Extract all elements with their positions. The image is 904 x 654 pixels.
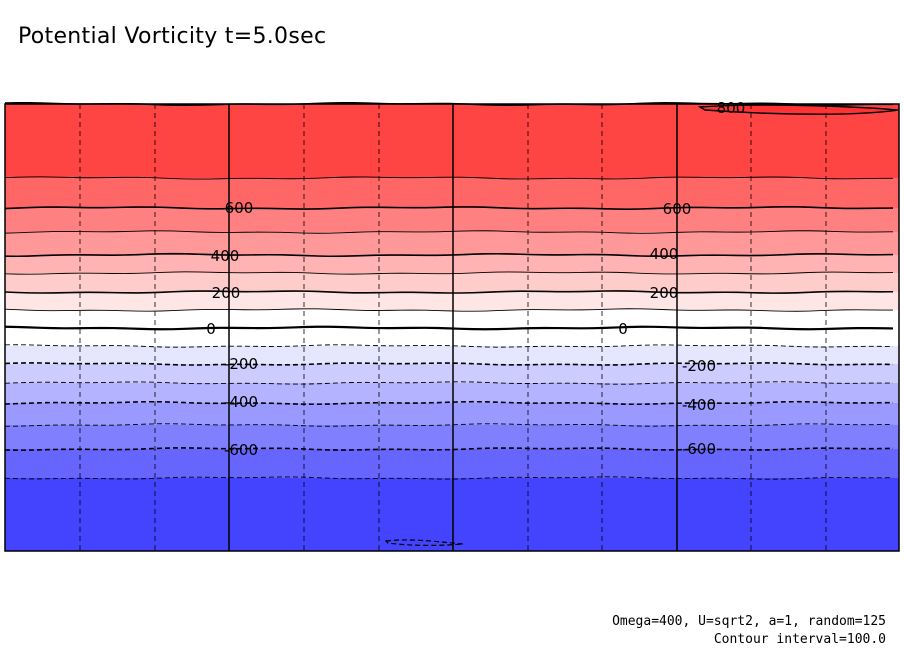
contour-label: -600	[682, 440, 716, 458]
contour-label: 200	[212, 284, 241, 302]
contour-line--300	[4, 381, 894, 385]
fill-band-300-to-400	[5, 255, 899, 273]
fill-band-100-to-200	[5, 292, 899, 310]
fill-band--800-to--700	[5, 478, 899, 551]
fill-band--200-to--100	[5, 346, 899, 364]
contour-line-300	[4, 271, 894, 275]
contour-label: -200	[682, 357, 716, 375]
contour-line-0	[4, 325, 894, 331]
fill-band-400-to-500	[5, 232, 899, 255]
contour-label: 600	[225, 199, 254, 217]
fill-band-700-to-800	[5, 104, 899, 178]
fill-band-200-to-300	[5, 273, 899, 292]
contour-line-600	[4, 205, 894, 210]
fill-band--600-to--500	[5, 425, 899, 449]
fill-band--100-to-0	[5, 328, 899, 346]
contour-line--500	[4, 423, 894, 427]
contour-label: -200	[224, 355, 258, 373]
contour-interval-footnote: Contour interval=100.0	[713, 632, 886, 647]
contour-line-200	[4, 290, 894, 294]
contour-line-700	[4, 176, 894, 180]
fill-band-0-to-100	[5, 310, 899, 328]
contour-labels: 800 600 600 400 400 200 200 0 0 -200 -200 -400 -400 -…	[206, 99, 746, 459]
contour-label: 0	[206, 320, 216, 338]
chart-title: Potential Vorticity t=5.0sec	[18, 24, 327, 49]
fill-band--500-to--400	[5, 403, 899, 425]
contour-line-400	[4, 252, 894, 258]
fill-band--700-to--600	[5, 449, 899, 478]
contour-label: -400	[224, 393, 258, 411]
fill-band-600-to-700	[5, 178, 899, 208]
contour-label: 400	[211, 247, 240, 265]
fill-band--300-to--200	[5, 364, 899, 383]
contour-feature-800	[697, 104, 899, 115]
contour-label: 0	[618, 320, 628, 338]
plot-frame	[4, 103, 900, 552]
fill-band-500-to-600	[5, 208, 899, 232]
contour-line--100	[4, 344, 894, 348]
contour-label: 800	[717, 99, 746, 117]
contour-line-500	[4, 230, 894, 234]
parameters-footnote: Omega=400, U=sqrt2, a=1, random=125	[612, 614, 886, 629]
contour-lines	[4, 101, 899, 546]
contour-line-100	[4, 308, 894, 312]
contour-line--400	[4, 400, 894, 406]
contour-line--700	[4, 476, 894, 480]
contour-feature-minus-800	[384, 539, 464, 546]
contour-label: 600	[663, 200, 692, 218]
grid-lines	[79, 104, 827, 551]
contour-label: 400	[650, 245, 679, 263]
contour-label: -600	[224, 441, 258, 459]
contour-label: -400	[682, 396, 716, 414]
fill-band--400-to--300	[5, 383, 899, 403]
contour-line--600	[4, 447, 894, 451]
contour-line--200	[4, 362, 894, 366]
contour-label: 200	[650, 284, 679, 302]
